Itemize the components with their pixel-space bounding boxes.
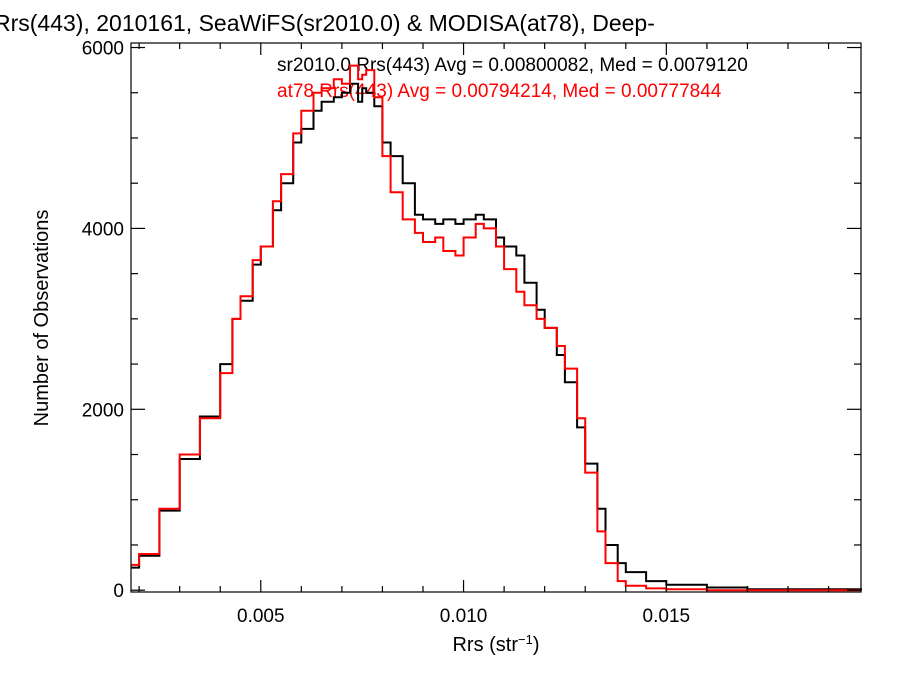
series-line-0	[131, 82, 862, 591]
x-axis-label-text: Rrs (str	[452, 634, 518, 656]
x-axis: 0.005 0.010 0.015	[138, 43, 830, 627]
chart-title: Rrs(443), 2010161, SeaWiFS(sr2010.0) & M…	[0, 10, 655, 36]
y-tick-label: 2000	[82, 400, 124, 421]
legend-entry-at78: at78 Rrs(443) Avg = 0.00794214, Med = 0.…	[277, 81, 722, 102]
x-tick-label: 0.005	[237, 606, 285, 627]
y-axis-label: Number of Observations	[31, 210, 53, 427]
legend-entry-sr2010: sr2010.0 Rrs(443) Avg = 0.00800082, Med …	[277, 55, 748, 76]
legend: sr2010.0 Rrs(443) Avg = 0.00800082, Med …	[277, 55, 748, 102]
plot-frame	[130, 42, 862, 593]
x-tick-label: 0.010	[440, 606, 488, 627]
x-axis-label-close: )	[533, 634, 540, 656]
series-line-1	[131, 64, 861, 592]
y-axis: 0 2000 4000 6000	[82, 39, 861, 602]
x-tick-label: 0.015	[643, 606, 691, 627]
x-axis-label: Rrs (str−1)	[452, 632, 539, 656]
y-tick-label: 4000	[82, 219, 124, 240]
series-layer	[131, 64, 862, 592]
y-tick-label: 0	[113, 581, 124, 602]
x-axis-label-exponent: −1	[518, 632, 533, 647]
y-tick-label: 6000	[82, 39, 124, 60]
